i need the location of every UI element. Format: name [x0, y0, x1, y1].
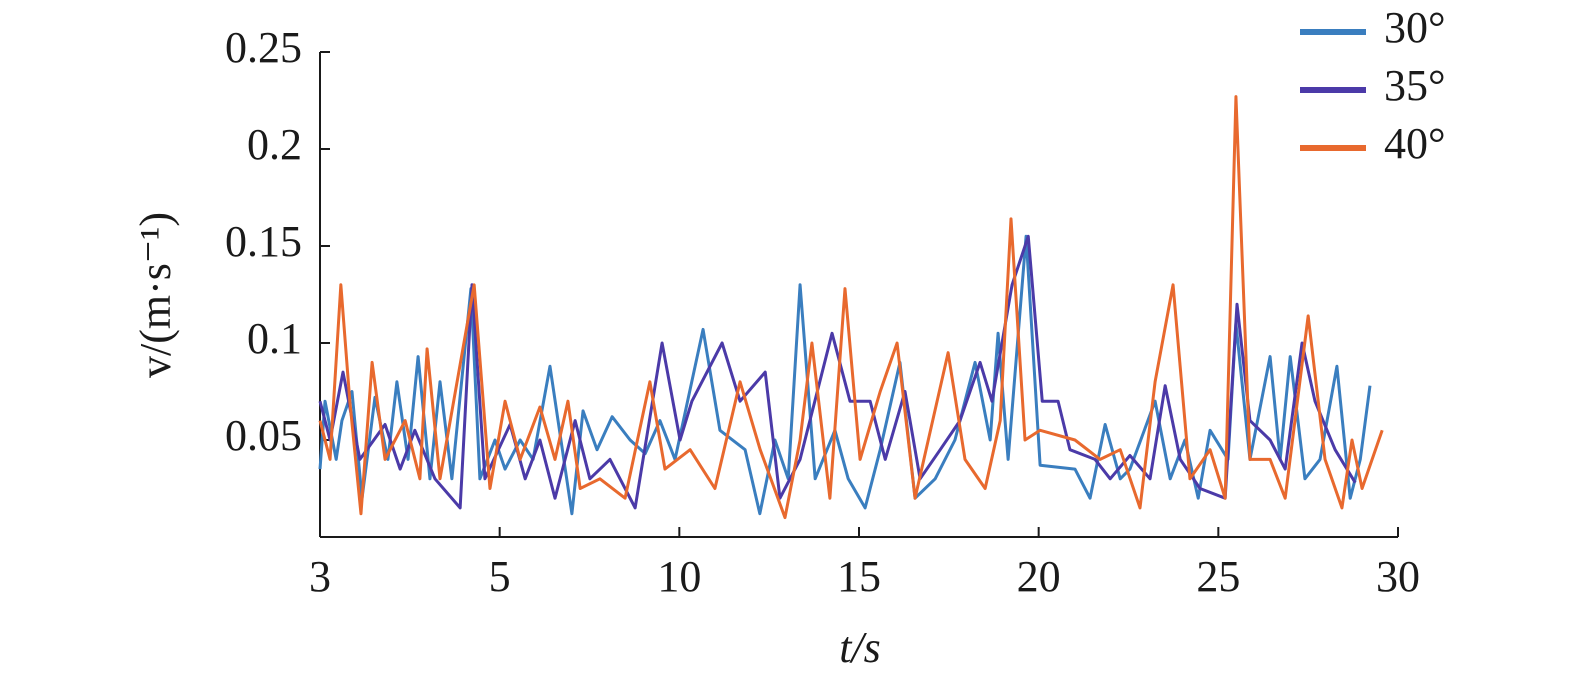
x-tick-label: 15: [837, 552, 881, 601]
x-tick-label: 25: [1196, 552, 1240, 601]
y-tick-label: 0.1: [247, 314, 302, 363]
legend-label: 40°: [1384, 119, 1446, 168]
y-tick-label: 0.25: [225, 23, 302, 72]
y-tick-label: 0.15: [225, 217, 302, 266]
x-tick-label: 20: [1017, 552, 1061, 601]
data-line: [318, 95, 1384, 520]
legend-label: 30°: [1384, 3, 1446, 52]
x-tick-label: 3: [309, 552, 331, 601]
y-tick-label: 0.05: [225, 411, 302, 460]
y-axis-label: v/(m·s⁻¹): [131, 212, 180, 378]
data-line: [318, 234, 1372, 516]
legend-label: 35°: [1384, 61, 1446, 110]
y-tick-label: 0.2: [247, 120, 302, 169]
x-tick-label: 10: [657, 552, 701, 601]
x-tick-label: 5: [489, 552, 511, 601]
x-tick-label: 30: [1376, 552, 1420, 601]
x-axis-label: t/s: [839, 623, 881, 672]
data-line: [318, 234, 1357, 510]
